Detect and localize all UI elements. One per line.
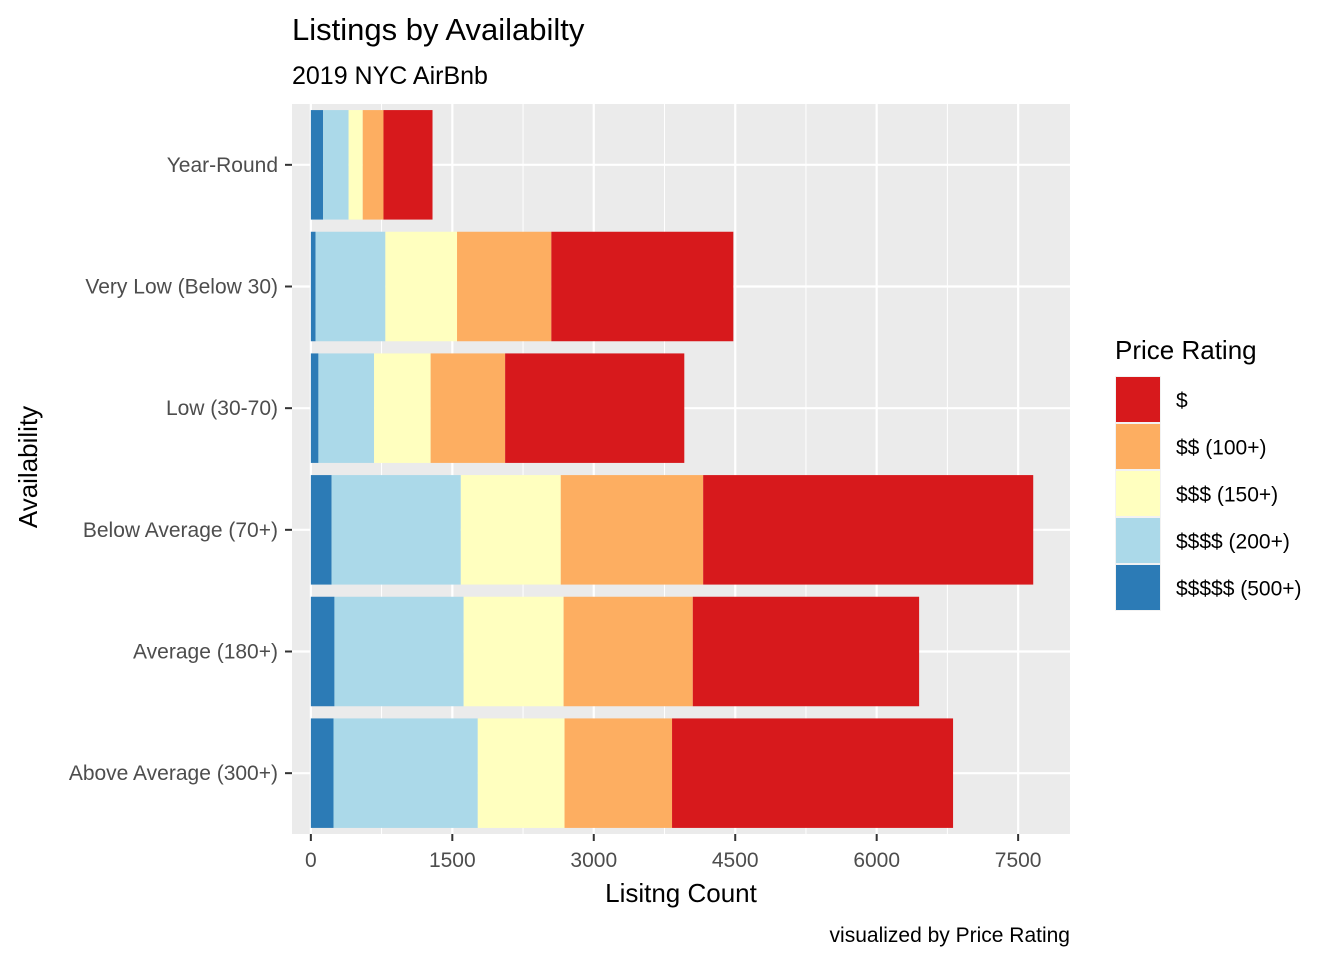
bar-segment xyxy=(318,353,375,463)
legend-label: $$ (100+) xyxy=(1176,437,1266,460)
bar-segment xyxy=(672,718,954,828)
bar-segment xyxy=(551,231,734,342)
bars-group xyxy=(310,110,1034,828)
x-tick-label: 4500 xyxy=(712,849,759,872)
bar-segment xyxy=(374,353,431,463)
x-tick-label: 3000 xyxy=(570,849,617,872)
x-tick-label: 1500 xyxy=(429,849,476,872)
x-axis-title: Lisitng Count xyxy=(605,878,758,908)
legend-label: $$$$ (200+) xyxy=(1176,531,1290,554)
bar-segment xyxy=(310,475,332,585)
x-tick-label: 7500 xyxy=(995,849,1042,872)
bar-segment xyxy=(692,596,920,707)
legend-swatch xyxy=(1116,424,1160,469)
y-axis-title: Availability xyxy=(13,406,43,528)
legend-label: $$$$$ (500+) xyxy=(1176,578,1302,601)
bar-segment xyxy=(505,353,685,463)
legend-swatch xyxy=(1116,565,1160,610)
bar-segment xyxy=(560,475,704,585)
bar-segment xyxy=(463,596,564,707)
y-axis: Year-Round Very Low (Below 30) Low (30-70)… xyxy=(69,154,292,785)
chart-title: Listings by Availabilty xyxy=(292,12,585,47)
bar-segment xyxy=(310,718,334,828)
bar-segment xyxy=(334,596,464,707)
y-tick-label: Above Average (300+) xyxy=(69,762,278,785)
bar-segment xyxy=(564,718,673,828)
chart-subtitle: 2019 NYC AirBnb xyxy=(292,62,488,90)
caption: visualized by Price Rating xyxy=(830,924,1070,947)
y-tick-label: Low (30-70) xyxy=(166,397,278,420)
y-tick-label: Below Average (70+) xyxy=(83,519,278,542)
legend-swatch xyxy=(1116,518,1160,563)
plot-panel xyxy=(292,104,1070,834)
y-tick-label: Very Low (Below 30) xyxy=(85,276,278,299)
x-axis: 0 1500 3000 4500 6000 7500 xyxy=(305,834,1041,872)
bar-segment xyxy=(348,110,363,220)
bar-segment xyxy=(703,475,1034,585)
legend: $ $$ (100+) $$$ (150+) $$$$ (200+) $$$$$ (50… xyxy=(1115,376,1302,611)
bar-segment xyxy=(333,718,478,828)
bar-segment xyxy=(383,110,433,220)
bar-segment xyxy=(323,110,349,220)
y-tick-label: Average (180+) xyxy=(133,641,278,664)
bar-segment xyxy=(331,475,461,585)
legend-label: $ xyxy=(1176,390,1188,413)
bar-segment xyxy=(460,475,561,585)
bar-segment xyxy=(430,353,506,463)
y-tick-label: Year-Round xyxy=(167,154,278,177)
x-tick-label: 0 xyxy=(305,849,317,872)
bar-segment xyxy=(310,596,335,707)
bar-segment xyxy=(315,231,386,342)
legend-label: $$$ (150+) xyxy=(1176,484,1278,507)
bar-segment xyxy=(385,231,458,342)
bar-segment xyxy=(310,353,319,463)
bar-segment xyxy=(362,110,384,220)
legend-swatch xyxy=(1116,377,1160,422)
bar-segment xyxy=(310,110,324,220)
bar-segment xyxy=(477,718,565,828)
legend-title: Price Rating xyxy=(1115,335,1257,365)
legend-swatch xyxy=(1116,471,1160,516)
bar-segment xyxy=(457,231,552,342)
x-tick-label: 6000 xyxy=(853,849,900,872)
bar-segment xyxy=(310,231,316,342)
bar-segment xyxy=(563,596,693,707)
